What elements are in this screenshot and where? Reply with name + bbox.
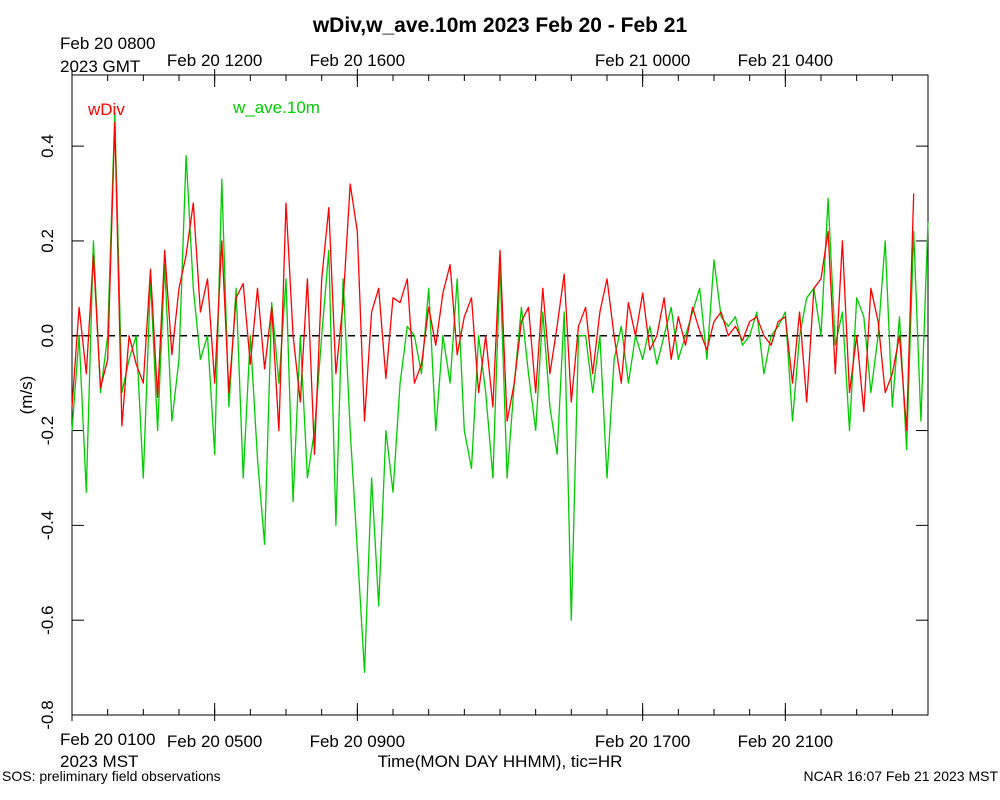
x-tick-label-top: Feb 20 1200 <box>167 51 262 70</box>
x-tick-label-bottom: Feb 20 1700 <box>595 732 690 751</box>
series-line-wdiv <box>71 121 915 455</box>
legend-w-ave-10m: w_ave.10m <box>233 98 320 117</box>
bottom-axis-first-tick-label: Feb 20 0100 <box>60 730 156 749</box>
x-tick-label-top: Feb 21 0400 <box>738 51 833 70</box>
x-tick-label-top: Feb 21 0000 <box>595 51 690 70</box>
chart-title: wDiv,w_ave.10m 2023 Feb 20 - Feb 21 <box>312 14 688 37</box>
y-tick-label: -0.4 <box>38 511 57 540</box>
top-axis-first-tick-label: Feb 20 0800 <box>60 34 156 53</box>
x-tick-label-bottom: Feb 20 0500 <box>167 732 262 751</box>
footer-right: NCAR 16:07 Feb 21 2023 MST <box>803 768 998 784</box>
x-tick-label-top: Feb 20 1600 <box>310 51 405 70</box>
legend-wdiv: wDiv <box>88 100 125 119</box>
y-axis-label: (m/s) <box>17 376 36 415</box>
y-tick-label: 0.2 <box>38 229 57 253</box>
y-tick-label: -0.8 <box>38 700 57 729</box>
y-tick-label: -0.2 <box>38 416 57 445</box>
footer-left: SOS: preliminary field observations <box>2 768 221 784</box>
x-axis-label: Time(MON DAY HHMM), tic=HR <box>377 752 623 771</box>
x-tick-label-bottom: Feb 20 0900 <box>310 732 405 751</box>
y-tick-label: 0.4 <box>38 134 57 158</box>
y-tick-label: 0.0 <box>38 324 57 348</box>
y-tick-label: -0.6 <box>38 606 57 635</box>
top-axis-timezone-label: 2023 GMT <box>60 57 141 76</box>
x-tick-label-bottom: Feb 20 2100 <box>738 732 833 751</box>
plot-frame <box>71 74 929 716</box>
series-line-w-ave-10m <box>71 112 929 673</box>
bottom-axis-timezone-label: 2023 MST <box>60 752 139 771</box>
